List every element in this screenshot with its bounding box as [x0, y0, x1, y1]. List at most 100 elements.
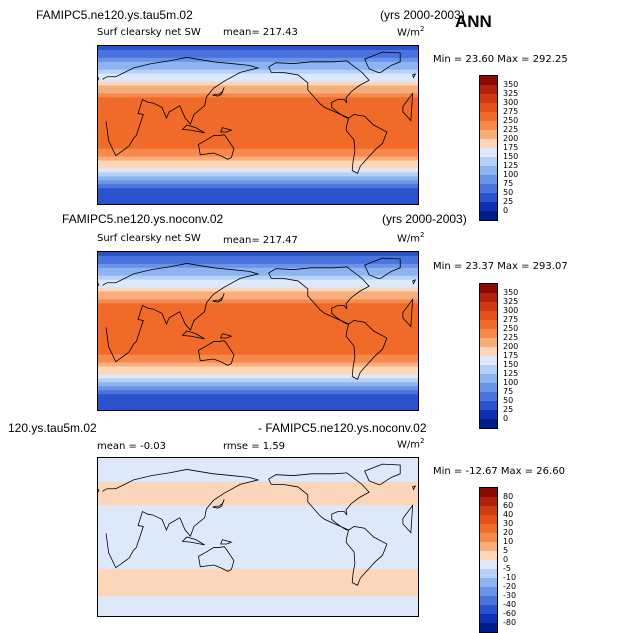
panel2-colorbar: 350 325 300 275 250 225 200 175 150 125 100 75 50 25 0 [479, 283, 518, 429]
panel1-colorbar: 350 325 300 275 250 225 200 175 150 125 100 75 50 25 0 [479, 75, 518, 221]
map-band [98, 255, 418, 261]
panel2-variable: Surf clearsky net SW [97, 233, 201, 244]
colorbar-swatch [480, 148, 497, 157]
map-band [98, 509, 418, 514]
colorbar-swatches [479, 75, 498, 221]
map-band [98, 560, 418, 566]
map-band [98, 362, 418, 368]
map-band [98, 283, 418, 289]
coastline [220, 333, 233, 339]
panel3-years: - FAMIPC5.ne120.ys.noconv.02 [258, 421, 427, 435]
colorbar-swatch [480, 157, 497, 166]
map-band [98, 105, 418, 110]
coastline [345, 114, 388, 174]
map-band [98, 164, 418, 169]
colorbar-tick-label: 20 [503, 528, 514, 537]
colorbar-swatch [480, 614, 497, 623]
map-band [98, 600, 418, 605]
colorbar-tick-label: -30 [503, 591, 517, 600]
map-band [98, 576, 418, 581]
panel2-case-title: FAMIPC5.ne120.ys.noconv.02 [62, 212, 224, 226]
map-band [98, 382, 418, 387]
map-band [98, 46, 418, 51]
colorbar-swatch [480, 506, 497, 515]
colorbar-tick-label: 60 [503, 501, 514, 510]
panel2-years: (yrs 2000-2003) [382, 212, 467, 226]
colorbar-swatch [480, 284, 497, 293]
colorbar-tick-label: 50 [503, 188, 514, 197]
colorbar-tick-label: 275 [503, 107, 519, 116]
map-band [98, 61, 418, 67]
panel3-minmax: Min = -12.67 Max = 26.60 [433, 466, 565, 477]
colorbar-tick-label: -10 [503, 573, 517, 582]
colorbar-tick-label: 25 [503, 405, 514, 414]
colorbar-swatch [480, 365, 497, 374]
colorbar-swatch [480, 338, 497, 347]
colorbar-swatch [480, 85, 497, 94]
colorbar-tick-label: 75 [503, 387, 514, 396]
colorbar-swatch [480, 184, 497, 193]
map-band [98, 398, 418, 403]
map-field [98, 46, 418, 204]
panel1-case-title: FAMIPC5.ne120.ys.tau5m.02 [36, 8, 193, 22]
colorbar-swatch [480, 488, 497, 497]
colorbar-tick-label: -80 [503, 618, 517, 627]
coastline [364, 463, 401, 485]
colorbar-swatch [480, 130, 497, 139]
map-band [98, 370, 418, 375]
coastline [220, 539, 233, 545]
panel1-mean: mean= 217.43 [223, 27, 298, 38]
coastline [98, 485, 417, 493]
colorbar-swatch [480, 551, 497, 560]
colorbar-swatch [480, 410, 497, 419]
map-band [98, 188, 418, 193]
map-band [98, 180, 418, 185]
colorbar-swatch [480, 166, 497, 175]
colorbar-swatch [480, 533, 497, 542]
map-band [98, 267, 418, 273]
map-band [98, 493, 418, 498]
colorbar-swatch [480, 401, 497, 410]
colorbar-swatch [480, 569, 497, 578]
map-band [98, 168, 418, 173]
colorbar-tick-label: -5 [503, 564, 511, 573]
colorbar-tick-label: 10 [503, 537, 514, 546]
colorbar-tick-label: 200 [503, 342, 519, 351]
map-band [98, 497, 418, 502]
colorbar-tick-label: 350 [503, 80, 519, 89]
coastline [212, 87, 225, 97]
map-band [98, 160, 418, 165]
map-band [98, 580, 418, 585]
map-band [98, 184, 418, 189]
coastline [181, 330, 205, 340]
colorbar-tick-label: -60 [503, 609, 517, 618]
coastline [220, 127, 233, 133]
map-band [98, 564, 418, 570]
map-band [98, 57, 418, 63]
map-band [98, 148, 418, 154]
map-band [98, 608, 418, 613]
colorbar-tick-label: 175 [503, 143, 519, 152]
colorbar-tick-label: -20 [503, 582, 517, 591]
colorbar-tick-label: -40 [503, 600, 517, 609]
colorbar-swatch [480, 497, 497, 506]
map-band [98, 485, 418, 491]
map-band [98, 275, 418, 281]
panel1-variable: Surf clearsky net SW [97, 27, 201, 38]
colorbar-swatch [480, 320, 497, 329]
panel1-years: (yrs 2000-2003) [380, 8, 465, 22]
colorbar-swatch [480, 596, 497, 605]
map-band [98, 366, 418, 371]
map-band [98, 358, 418, 364]
coastline [268, 60, 370, 119]
colorbar-tick-label: 325 [503, 297, 519, 306]
coastline [212, 293, 225, 303]
colorbar-swatch [480, 293, 497, 302]
colorbar-tick-label: 225 [503, 333, 519, 342]
coastline [198, 134, 235, 160]
map-band [98, 525, 418, 530]
map-band [98, 544, 418, 550]
panel3-mean: mean = -0.03 [97, 441, 166, 452]
map-band [98, 331, 418, 336]
map-band [98, 394, 418, 399]
